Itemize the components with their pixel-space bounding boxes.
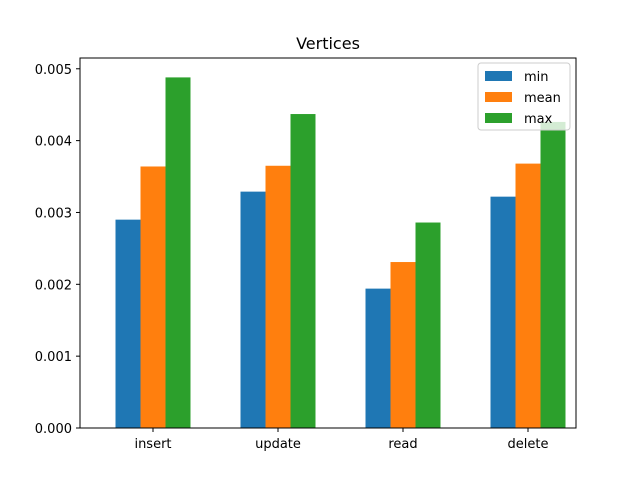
bar-delete-max <box>540 121 566 429</box>
bar-update-min <box>240 191 266 428</box>
y-tick-label: 0.000 <box>35 422 72 437</box>
y-axis: 0.000 0.001 0.002 0.003 0.004 0.005 <box>35 63 80 437</box>
plot-frame <box>79 57 577 429</box>
bar-read-min <box>365 288 391 428</box>
bar-read-mean <box>390 262 416 428</box>
x-tick-label: update <box>255 437 301 452</box>
legend-swatch-max <box>485 113 512 123</box>
x-tick-label: read <box>388 437 417 452</box>
bar-delete-min <box>490 196 516 428</box>
legend-swatch-min <box>485 71 512 81</box>
y-tick-label: 0.001 <box>35 350 72 365</box>
x-tick-label: delete <box>508 437 549 452</box>
x-tick-label: insert <box>134 437 171 452</box>
bar-update-mean <box>265 165 291 429</box>
legend-label-max: max <box>524 112 553 127</box>
y-tick-label: 0.002 <box>35 278 72 293</box>
bar-insert-max <box>165 77 191 428</box>
y-tick-label: 0.003 <box>35 206 72 221</box>
x-axis: insert update read delete <box>134 428 548 452</box>
y-tick-label: 0.004 <box>35 135 72 150</box>
y-tick-label: 0.005 <box>35 63 72 78</box>
legend-label-min: min <box>524 70 549 85</box>
bars-group <box>115 77 566 429</box>
legend-swatch-mean <box>485 92 512 102</box>
legend-label-mean: mean <box>524 91 561 106</box>
bar-update-max <box>290 114 316 429</box>
legend: min mean max <box>477 62 571 131</box>
bar-insert-min <box>115 219 141 428</box>
bar-read-max <box>415 222 441 428</box>
chart-title: Vertices <box>296 34 360 53</box>
bar-insert-mean <box>140 166 166 428</box>
bar-delete-mean <box>515 163 541 429</box>
